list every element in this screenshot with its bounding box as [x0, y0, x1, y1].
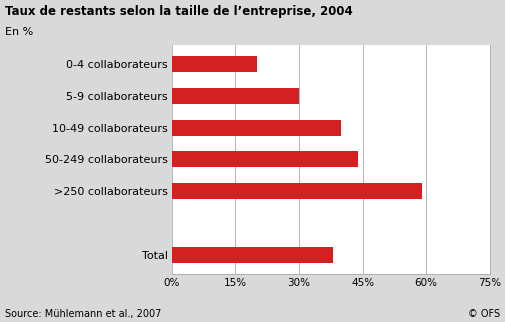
Bar [172, 56, 257, 72]
Text: Source: Mühlemann et al., 2007: Source: Mühlemann et al., 2007 [5, 309, 162, 319]
Bar [172, 183, 422, 199]
Bar [172, 88, 299, 104]
Bar [172, 247, 333, 262]
Text: © OFS: © OFS [468, 309, 500, 319]
Bar [172, 120, 341, 136]
Text: Taux de restants selon la taille de l’entreprise, 2004: Taux de restants selon la taille de l’en… [5, 5, 353, 18]
Bar [172, 151, 359, 167]
Text: En %: En % [5, 27, 33, 37]
